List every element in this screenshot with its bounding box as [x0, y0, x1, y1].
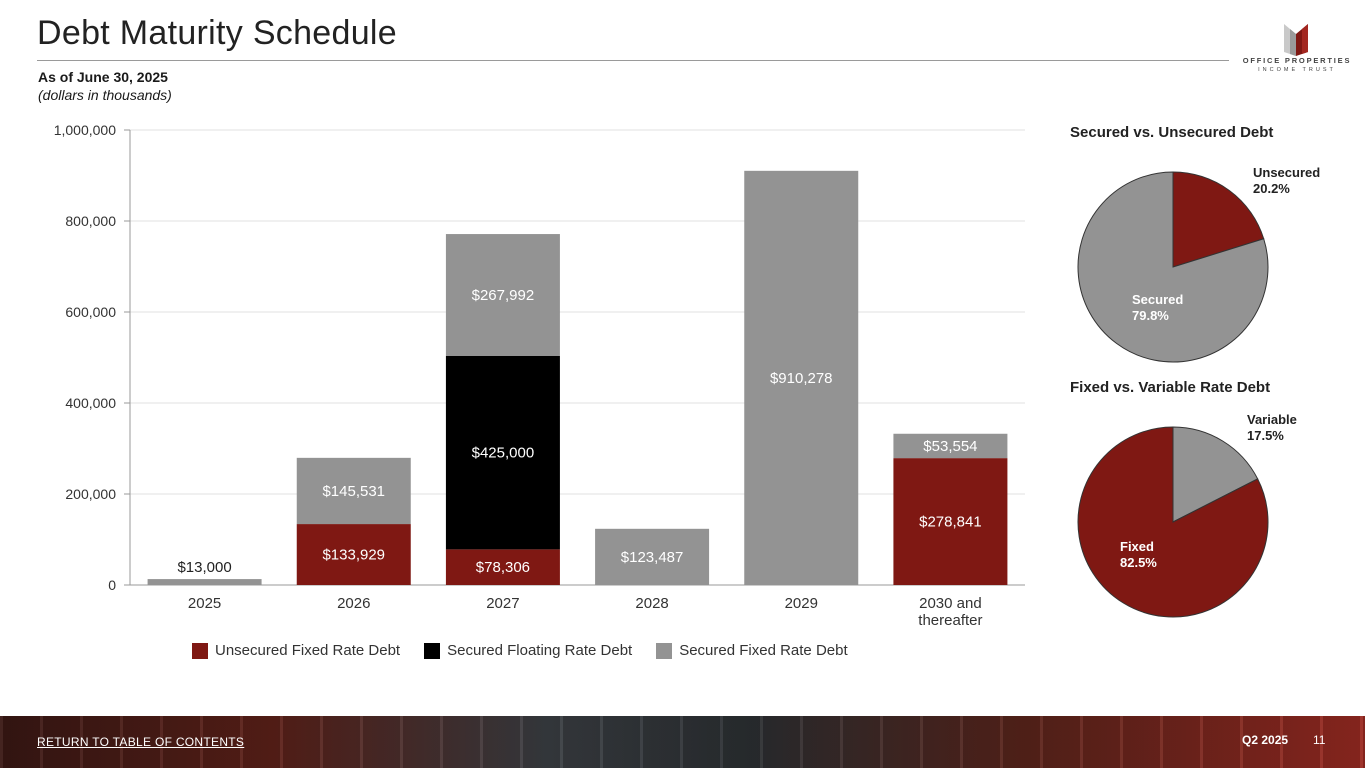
pie-slice	[1172, 171, 1265, 268]
pie-slice-value: 79.8%	[1132, 308, 1169, 323]
data-label: $145,531	[322, 483, 385, 500]
bar-segment	[445, 355, 560, 550]
x-tick-label: 2026	[337, 595, 370, 612]
pie-slice-value: 17.5%	[1247, 428, 1284, 443]
pie-slice	[1077, 426, 1269, 618]
fixed-pie-title: Fixed vs. Variable Rate Debt	[1070, 379, 1271, 396]
y-tick-label: 200,000	[65, 486, 116, 502]
footer-banner: RETURN TO TABLE OF CONTENTS Q2 2025 11	[0, 716, 1365, 768]
pie-slice-name: Variable	[1247, 412, 1297, 427]
legend-item-secured-fixed: Secured Fixed Rate Debt	[656, 642, 848, 659]
secured-pie-title: Secured vs. Unsecured Debt	[1070, 124, 1274, 141]
bar-segment	[744, 170, 859, 585]
units-note: (dollars in thousands)	[38, 87, 172, 103]
title-divider	[37, 60, 1229, 61]
y-tick-label: 800,000	[65, 213, 116, 229]
legend-label: Unsecured Fixed Rate Debt	[215, 642, 401, 659]
logo-name: OFFICE PROPERTIES	[1242, 56, 1352, 65]
x-tick-label: 2027	[486, 595, 519, 612]
data-label: $123,487	[621, 549, 684, 566]
legend-swatch	[656, 642, 673, 659]
company-logo-icon	[1284, 24, 1308, 56]
legend-label: Secured Floating Rate Debt	[447, 642, 633, 659]
as-of-date: As of June 30, 2025	[38, 69, 168, 85]
bar-segment	[147, 579, 262, 585]
legend-swatch	[192, 642, 208, 659]
chart-legend: Unsecured Fixed Rate Debt Secured Floati…	[192, 642, 848, 659]
pie-slice-name: Unsecured	[1253, 165, 1320, 180]
x-tick-label: 2028	[635, 595, 668, 612]
y-tick-label: 0	[108, 577, 116, 593]
y-tick-label: 400,000	[65, 395, 116, 411]
pie-slice	[1077, 171, 1269, 363]
x-tick-label: 2025	[188, 595, 221, 612]
pie-slice	[1172, 426, 1259, 523]
footer-photo-texture	[0, 716, 1365, 768]
y-tick-label: 1,000,000	[54, 122, 116, 138]
pie-slice-name: Fixed	[1120, 539, 1154, 554]
data-label: $425,000	[472, 445, 535, 462]
bar-segment	[445, 234, 560, 356]
bar-segment	[595, 528, 710, 585]
data-label: $53,554	[923, 438, 977, 455]
legend-item-unsecured-fixed: Unsecured Fixed Rate Debt	[192, 642, 400, 659]
y-tick-label: 600,000	[65, 304, 116, 320]
x-tick-label: 2030 and	[919, 595, 982, 612]
logo-subtitle: INCOME TRUST	[1258, 67, 1336, 73]
x-tick-label: thereafter	[918, 612, 982, 629]
data-label: $78,306	[476, 559, 530, 576]
legend-swatch	[424, 642, 441, 659]
page-title: Debt Maturity Schedule	[37, 14, 397, 52]
data-label: $267,992	[472, 287, 535, 304]
bar-segment	[296, 457, 411, 525]
data-label: $278,841	[919, 514, 982, 531]
data-label: $910,278	[770, 370, 833, 387]
pie-slice-value: 20.2%	[1253, 181, 1290, 196]
bar-segment	[296, 524, 411, 585]
legend-item-secured-floating: Secured Floating Rate Debt	[424, 642, 632, 659]
x-tick-label: 2029	[785, 595, 818, 612]
bar-segment	[893, 458, 1008, 585]
pie-slice-name: Secured	[1132, 292, 1183, 307]
bar-segment	[893, 433, 1008, 459]
pie-slice-value: 82.5%	[1120, 555, 1157, 570]
legend-label: Secured Fixed Rate Debt	[679, 642, 848, 659]
bar-segment	[445, 549, 560, 585]
footer-quarter: Q2 2025	[1242, 733, 1289, 747]
page-number: 11	[1313, 733, 1326, 747]
return-to-toc-link[interactable]: RETURN TO TABLE OF CONTENTS	[37, 735, 245, 749]
debt-maturity-bar-chart: 0 200,000 400,000 600,000 800,000 1,000,000 $1…	[54, 122, 1025, 629]
data-label: $133,929	[322, 547, 385, 564]
data-label: $13,000	[177, 559, 231, 576]
